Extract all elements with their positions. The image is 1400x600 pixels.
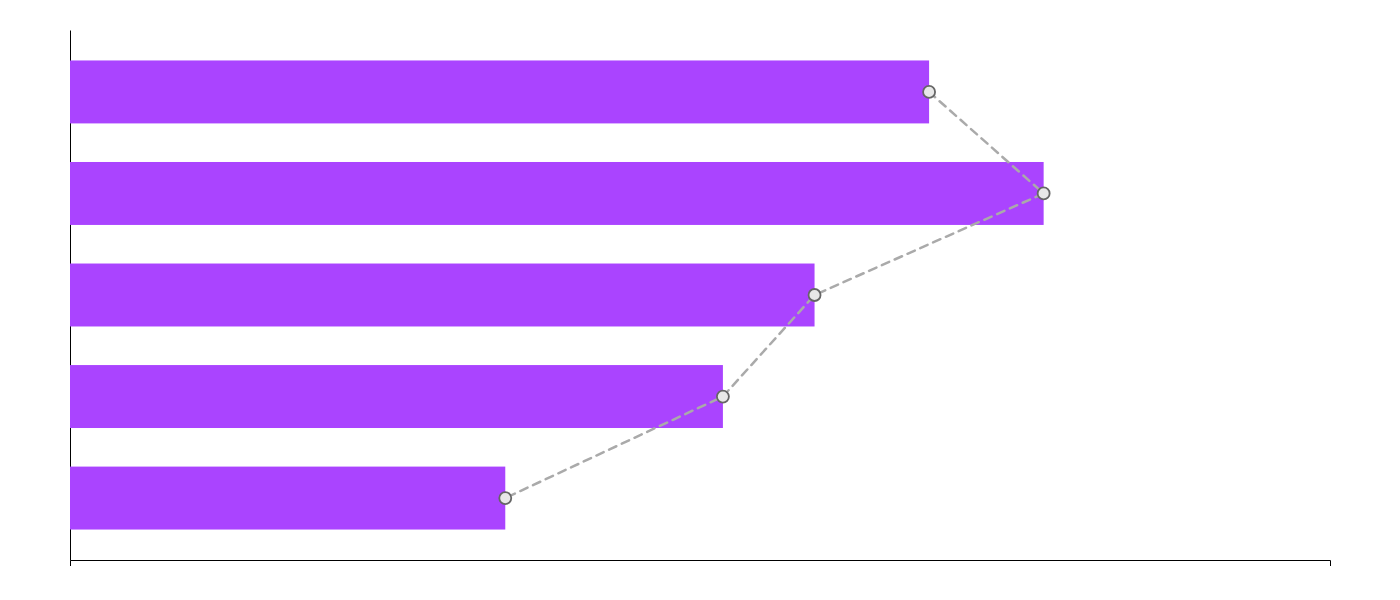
bar-series [70, 60, 1044, 529]
bar [70, 60, 929, 123]
marks [70, 60, 1050, 529]
bar [70, 264, 815, 327]
bar [70, 162, 1044, 225]
chart-container [0, 0, 1400, 600]
x-axis [71, 561, 1331, 567]
bar [70, 365, 723, 428]
chart-svg [0, 0, 1400, 600]
tip-marker [1038, 187, 1050, 199]
x-axis-line [71, 561, 1331, 567]
tip-line [505, 92, 1043, 498]
plot-area [70, 31, 1331, 567]
tip-marker [809, 289, 821, 301]
line-series [499, 86, 1049, 504]
tip-marker [717, 391, 729, 403]
bar [70, 467, 505, 530]
tip-marker [923, 86, 935, 98]
tip-marker [499, 492, 511, 504]
